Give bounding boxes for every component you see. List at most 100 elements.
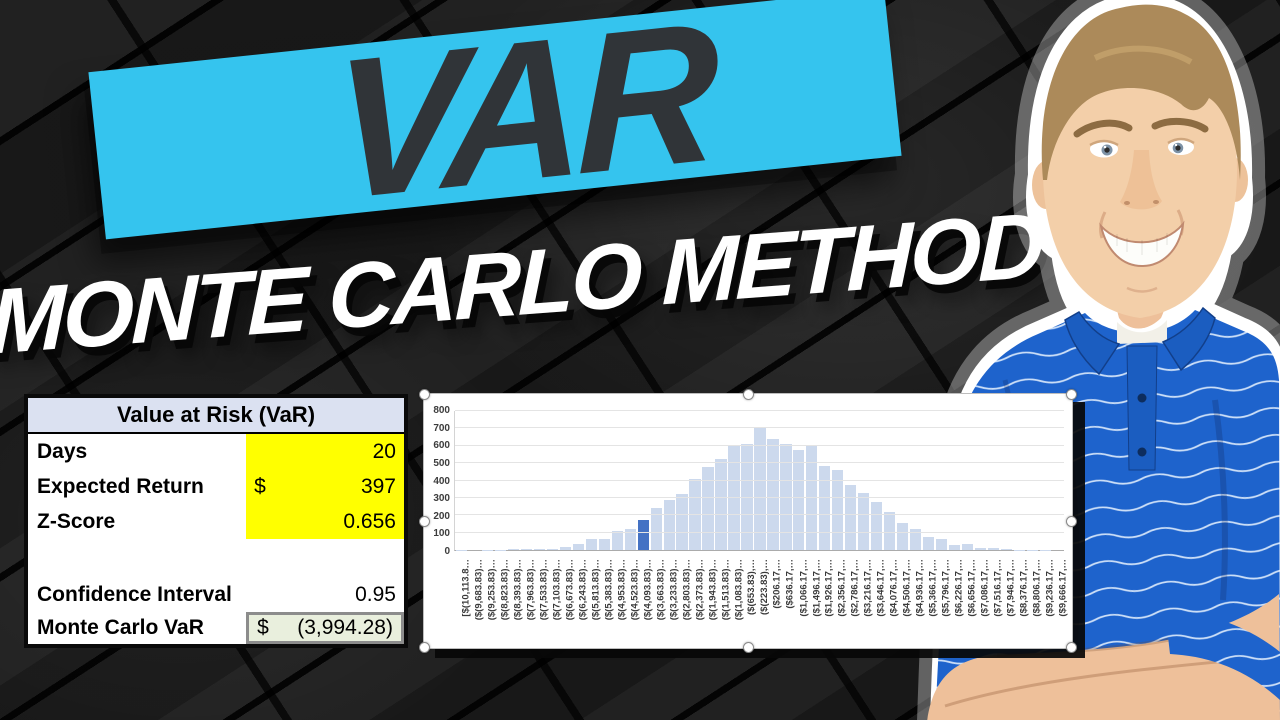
histogram-bar[interactable] (728, 445, 740, 550)
gridline (455, 514, 1064, 516)
histogram-bar[interactable] (546, 548, 559, 550)
histogram-bar[interactable] (845, 485, 857, 550)
x-tick: ($(5,383.83)… (597, 556, 614, 646)
x-tick: ($(4,523.83)… (623, 556, 640, 646)
histogram-bar[interactable] (663, 500, 675, 550)
histogram-bar[interactable] (858, 493, 870, 550)
y-tick-label: 100 (433, 528, 450, 540)
histogram-bar[interactable] (650, 508, 662, 550)
x-tick: ($(1,513.83)… (714, 556, 731, 646)
histogram-bar[interactable] (702, 466, 714, 550)
histogram-bar[interactable] (935, 538, 948, 550)
x-tick: ($7,946.17,… (999, 556, 1017, 646)
x-tick: ($(3,233.83)… (662, 556, 679, 646)
x-tick-label: ($9,666.17,… (1057, 559, 1069, 617)
histogram-bar[interactable] (948, 544, 961, 550)
row-montecarlo-var-label: Monte Carlo VaR (37, 616, 204, 639)
x-tick: ($(9,683.83)… (467, 556, 484, 646)
x-tick: ($2,356.17,… (831, 556, 848, 646)
row-zscore-value[interactable]: 0.656 (246, 504, 404, 539)
histogram-bar[interactable] (793, 449, 805, 550)
histogram-bar[interactable] (533, 549, 546, 550)
histogram-bar[interactable] (961, 544, 974, 550)
histogram-bar[interactable] (598, 539, 610, 550)
x-tick: ($(2,373.83)… (688, 556, 705, 646)
selection-handle[interactable] (743, 642, 754, 653)
x-tick: ($5,366.17,… (921, 556, 939, 646)
histogram-bar[interactable] (507, 549, 520, 550)
x-tick: ($(4,093.83)… (636, 556, 653, 646)
crossed-arms (927, 594, 1280, 720)
histogram-bar[interactable] (922, 536, 935, 550)
var-table: Value at Risk (VaR) Days 20 Expected Ret… (24, 394, 408, 648)
histogram-bar[interactable] (896, 523, 909, 550)
histogram-bar[interactable] (909, 529, 922, 550)
histogram-bar[interactable] (572, 543, 584, 550)
x-tick: ($9,236.17,… (1038, 556, 1056, 646)
x-tick: ($(5,813.83)… (584, 556, 601, 646)
histogram-bar[interactable] (832, 469, 844, 550)
hair (1041, 4, 1241, 180)
x-tick: ($(8,823.83)… (493, 556, 510, 646)
x-tick: ($(9,253.83)… (480, 556, 497, 646)
row-confidence-value[interactable]: 0.95 (355, 582, 396, 606)
x-tick: ($1,926.17,… (818, 556, 835, 646)
x-axis: [$(10,113.8… ($(9,683.83)… ($(9,253.83)… ($… (454, 556, 1069, 646)
row-montecarlo-var-value[interactable]: $ (3,994.28) (246, 612, 404, 644)
histogram-bar[interactable] (676, 493, 688, 550)
row-expected-return-value[interactable]: $ 397 (246, 469, 404, 504)
selection-handle[interactable] (419, 642, 430, 653)
y-tick-label: 0 (444, 546, 450, 557)
x-tick: ($(653.83),… (740, 556, 757, 646)
histogram-bar[interactable] (767, 439, 779, 550)
row-days-value[interactable]: 20 (246, 434, 404, 469)
selection-handle[interactable] (1066, 516, 1077, 527)
row-zscore-label: Z-Score (37, 509, 116, 533)
face (1032, 4, 1248, 318)
histogram-bar-highlighted[interactable] (637, 519, 649, 550)
selection-handle[interactable] (743, 389, 754, 400)
histogram-bar[interactable] (871, 501, 883, 550)
selection-handle[interactable] (419, 516, 430, 527)
histogram-bar[interactable] (559, 546, 572, 550)
title-banner: VAR (88, 0, 902, 242)
y-tick-label: 700 (433, 422, 450, 434)
x-tick: ($(7,963.83)… (519, 556, 536, 646)
histogram-bar[interactable] (624, 529, 636, 550)
histogram-bar[interactable] (520, 549, 533, 550)
x-tick: ($2,786.17,… (844, 556, 861, 646)
x-tick: ($3,646.17,… (870, 556, 887, 646)
histogram-bar[interactable] (741, 443, 753, 550)
selection-handle[interactable] (1066, 389, 1077, 400)
smile (1099, 220, 1185, 268)
histogram-bar[interactable] (611, 530, 623, 550)
x-tick: ($(4,953.83)… (610, 556, 627, 646)
histogram-bar[interactable] (819, 465, 831, 550)
histogram-bar[interactable] (1000, 549, 1012, 550)
row-expected-return-label: Expected Return (37, 474, 204, 498)
histogram-bar[interactable] (585, 538, 597, 550)
histogram-bar[interactable] (974, 547, 987, 550)
x-tick: ($6,226.17,… (947, 556, 965, 646)
left-eye (1089, 139, 1119, 158)
histogram-bar[interactable] (754, 428, 766, 550)
selection-handle[interactable] (419, 389, 430, 400)
x-tick: ($(6,673.83)… (558, 556, 575, 646)
monte-carlo-histogram-chart[interactable]: 0 100 200 300 400 500 600 700 800 [$(10,113.8… ($… (419, 389, 1077, 653)
right-eyebrow (1151, 118, 1209, 133)
x-tick: ($(223.83),… (753, 556, 770, 646)
gridline (455, 462, 1064, 464)
row-confidence-label: Confidence Interval (37, 582, 232, 606)
histogram-bar[interactable] (715, 458, 727, 550)
x-tick: ($(6,243.83)… (571, 556, 588, 646)
bar-series (456, 411, 1064, 550)
histogram-bar[interactable] (806, 446, 818, 550)
histogram-bar[interactable] (987, 548, 999, 550)
left-eyebrow (1073, 119, 1133, 138)
shirt-button (1137, 393, 1147, 403)
selection-handle[interactable] (1066, 642, 1077, 653)
x-tick: ($8,376.17,… (1012, 556, 1030, 646)
histogram-bar[interactable] (883, 511, 896, 550)
y-tick-label: 800 (433, 405, 450, 416)
